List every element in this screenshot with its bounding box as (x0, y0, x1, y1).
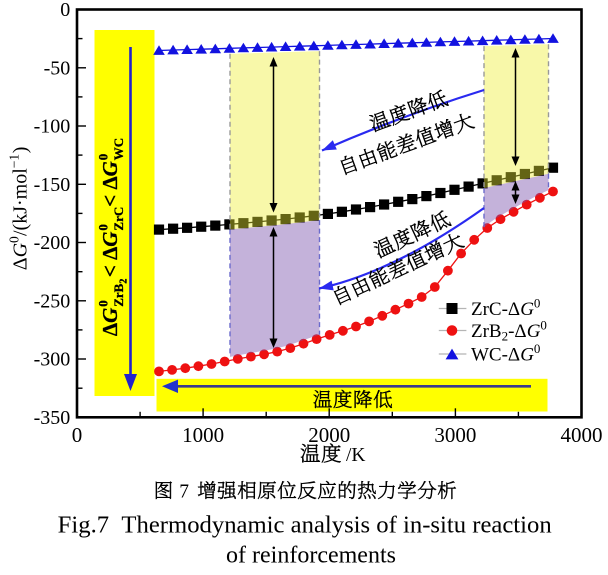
svg-text:G: G (527, 321, 541, 342)
svg-text:0: 0 (72, 423, 83, 447)
svg-text:-50: -50 (44, 57, 71, 79)
svg-text:0: 0 (96, 300, 111, 307)
svg-text:0: 0 (534, 295, 541, 310)
svg-text:-300: -300 (34, 349, 71, 371)
svg-text:Δ: Δ (508, 344, 520, 365)
svg-text:2000: 2000 (308, 423, 350, 447)
svg-text:−1: −1 (7, 154, 22, 168)
svg-text:ZrB: ZrB (471, 321, 502, 342)
svg-text:G: G (98, 308, 122, 323)
svg-text:-200: -200 (34, 232, 71, 254)
svg-text:<: < (98, 195, 122, 207)
svg-text:Δ: Δ (508, 299, 520, 320)
svg-text:Δ: Δ (98, 247, 122, 260)
svg-text:of reinforcements: of reinforcements (226, 543, 396, 569)
svg-text:G: G (10, 242, 32, 257)
svg-text:-250: -250 (34, 290, 71, 312)
svg-text:/K: /K (346, 445, 366, 466)
svg-text:-100: -100 (34, 116, 71, 138)
svg-text:-350: -350 (34, 407, 71, 429)
svg-text:): ) (10, 147, 32, 154)
svg-text:-: - (508, 321, 514, 342)
svg-text:Δ: Δ (10, 257, 32, 270)
svg-text:0: 0 (96, 154, 111, 161)
svg-text:G: G (520, 299, 534, 320)
svg-text:G: G (98, 161, 122, 176)
svg-text:Δ: Δ (98, 323, 122, 336)
svg-text:0: 0 (60, 0, 70, 21)
svg-text:ZrB2: ZrB2 (111, 279, 130, 307)
svg-text:4000: 4000 (561, 423, 603, 447)
svg-text:Δ: Δ (514, 321, 526, 342)
svg-text:0: 0 (540, 317, 547, 332)
svg-text:Δ: Δ (98, 176, 122, 189)
svg-text:7: 7 (179, 482, 189, 503)
svg-text:ZrC-: ZrC- (471, 299, 508, 320)
svg-text:1000: 1000 (182, 423, 224, 447)
svg-text:ZrC: ZrC (111, 207, 126, 231)
svg-text:<: < (98, 265, 122, 277)
svg-text:WC: WC (111, 138, 126, 160)
svg-text:0: 0 (96, 224, 111, 231)
svg-text:WC-: WC- (471, 344, 508, 365)
svg-text:3000: 3000 (434, 423, 476, 447)
svg-text:0: 0 (534, 341, 541, 356)
svg-text:0: 0 (7, 236, 22, 243)
svg-text:-150: -150 (34, 174, 71, 196)
svg-text:G: G (520, 344, 534, 365)
svg-text:Fig.7 Thermodynamic analysis: Fig.7 Thermodynamic analysis of in-situ … (58, 513, 552, 539)
svg-text:G: G (98, 232, 122, 247)
svg-text:2: 2 (502, 328, 509, 343)
svg-text:/(kJ·mol: /(kJ·mol (10, 168, 32, 236)
